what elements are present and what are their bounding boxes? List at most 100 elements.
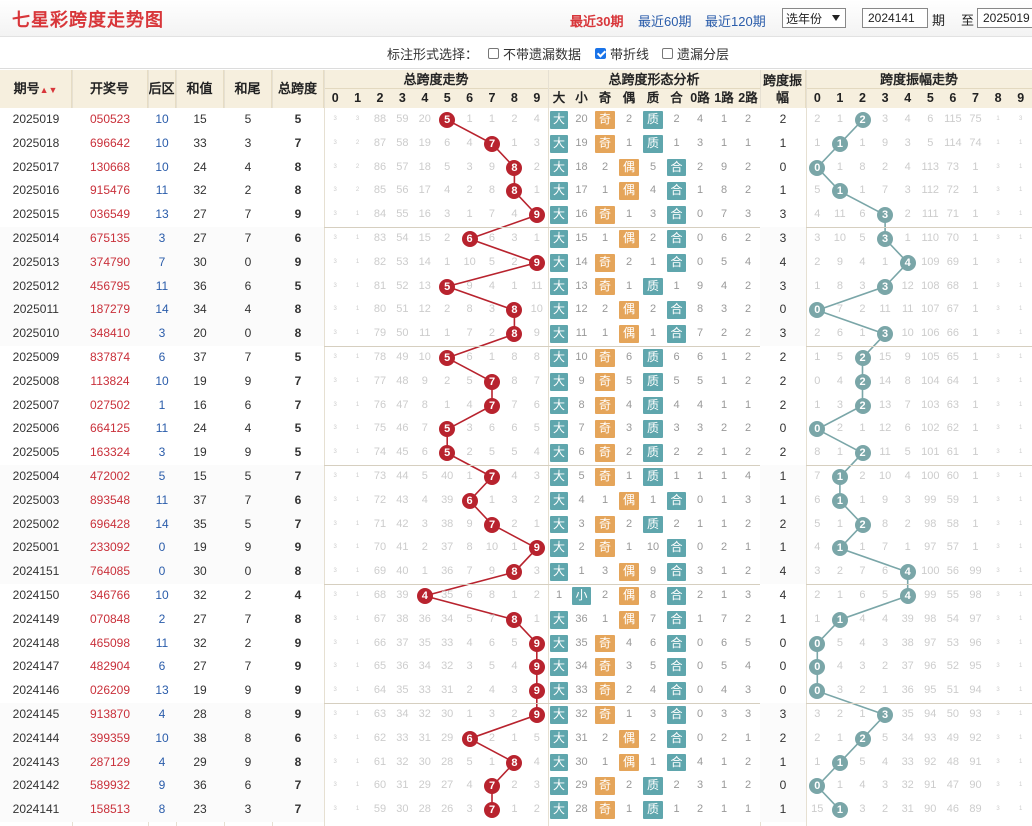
amp-miss-cell: 3 [996,473,1000,479]
span-ball: 7 [484,468,500,485]
amp-miss-cell: 110 [921,232,940,244]
amp-ball: 3 [877,207,894,224]
trend-miss-cell: 3 [333,734,337,741]
sum-tail: 7 [224,655,272,680]
amp-miss-cell: 4 [859,636,866,649]
trend-miss-cell: 2 [533,160,540,173]
amp-miss-cell: 104 [921,374,940,387]
option-no-miss[interactable]: 不带遗漏数据 [488,44,581,63]
period-30-link[interactable]: 最近30期 [570,14,624,29]
amp-miss-cell: 101 [921,446,940,459]
issue-cell: 2025005 [0,441,72,465]
shape-miss-cell: 2 [720,541,728,554]
span-ball: 5 [439,349,456,366]
trend-miss-cell: 87 [373,136,387,149]
sum-tail: 5 [224,465,272,489]
amp-miss-cell: 10 [901,327,914,340]
period-60-link[interactable]: 最近60期 [638,14,692,29]
trend-miss-cell: 1 [355,306,360,313]
trend-miss-cell: 2 [421,541,428,554]
shape-tag: 偶 [619,563,639,581]
shape-tag: 大 [550,372,568,391]
checkbox-icon[interactable] [488,48,499,59]
trend-miss-cell: 3 [333,306,337,313]
header-issue[interactable]: 期号▲▼ [0,70,72,108]
trend-miss-cell: 5 [466,612,473,625]
trend-miss-cell: 55 [396,208,409,221]
to-issue-input[interactable]: 2025019 [977,8,1032,28]
column-divider [548,70,549,826]
shape-miss-cell: 0 [696,684,704,697]
shape-miss-cell: 8 [720,184,728,197]
shape-tag: 合 [667,182,686,201]
shape-miss-cell: 1 [601,612,609,625]
amp-miss-cell: 3 [882,636,889,649]
issue-cell: 2024146 [0,679,72,703]
issue-cell: 2025012 [0,274,72,299]
shape-miss-cell: 31 [575,731,588,744]
amp-miss-cell: 4 [904,470,911,482]
amp-miss-cell: 1 [1019,377,1023,384]
trend-miss-cell: 7 [466,327,473,340]
trend-miss-cell: 75 [373,422,387,435]
amp-miss-cell: 5 [836,351,843,363]
shape-miss-cell: 1 [625,803,633,816]
trend-miss-cell: 1 [488,113,496,125]
issue-cell: 2025010 [0,322,72,346]
shape-miss-cell: 1 [720,493,728,506]
amp-miss-cell: 4 [814,541,821,554]
shape-miss-cell: 1 [696,517,704,530]
trend-miss-cell: 1 [355,734,360,741]
shape-miss-cell: 2 [744,517,752,530]
shape-miss-cell: 20 [575,113,588,125]
group-divider [0,346,1032,347]
amp-miss-cell: 1 [1019,758,1023,765]
amp-miss-cell: 1 [1019,235,1023,241]
amp-miss-cell: 1 [972,398,979,411]
trend-miss-cell: 3 [333,449,337,456]
amp-miss-cell: 0 [814,374,821,387]
option-line[interactable]: 带折线 [595,44,649,63]
amp-value: 2 [760,393,806,418]
amp-miss-cell: 103 [921,398,940,411]
trend-miss-cell: 1 [355,282,360,289]
amp-miss-cell: 99 [924,493,937,506]
shape-miss-cell: 3 [601,565,609,578]
shape-miss-cell: 19 [575,136,588,149]
checkbox-checked-icon[interactable] [595,48,606,59]
amp-miss-cell: 1 [814,351,821,363]
sort-icon[interactable]: ▲▼ [39,85,58,95]
back-area: 5 [148,465,176,489]
amp-miss-cell: 1 [1019,639,1023,646]
from-issue-input[interactable]: 2024141 [862,8,928,28]
shape-tag: 大 [550,444,568,462]
shape-tag: 奇 [595,777,615,796]
amp-digit-header: 4 [896,89,919,108]
shape-miss-cell: 1 [744,136,752,149]
shape-miss-cell: 4 [744,660,752,673]
shape-miss-cell: 4 [673,398,680,411]
shape-tag: 大 [550,158,568,177]
period-120-link[interactable]: 最近120期 [705,14,766,29]
option-layer[interactable]: 遗漏分层 [662,44,729,63]
span-value: 5 [272,441,324,465]
amp-miss-cell: 1 [1019,496,1023,503]
amp-miss-cell: 3 [904,184,911,197]
shape-miss-cell: 7 [578,422,585,435]
shape-tag: 合 [667,753,686,772]
trend-miss-cell: 1 [488,493,496,506]
sum-value: 36 [176,774,224,799]
amp-miss-cell: 50 [946,708,960,720]
amp-miss-cell: 14 [878,374,892,387]
sum-value: 19 [176,536,224,561]
shape-miss-cell: 6 [720,636,728,649]
checkbox-icon[interactable] [662,48,673,59]
amp-miss-cell: 39 [901,612,914,625]
trend-miss-cell: 1 [355,425,360,432]
amp-ball: 2 [854,397,871,414]
year-select[interactable]: 选年份 [782,8,846,28]
trend-miss-cell: 1 [355,568,360,575]
draw-number: 913870 [72,703,148,727]
header-amp: 跨度振幅 [760,70,806,108]
shape-miss-cell: 2 [744,160,752,173]
